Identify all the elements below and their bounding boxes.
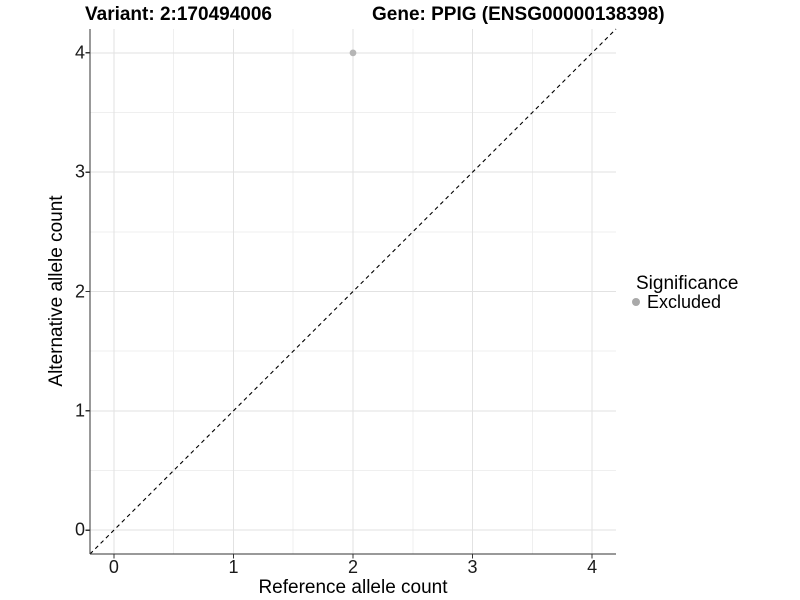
legend-item-label: Excluded [647, 292, 722, 312]
legend-title: Significance [636, 273, 739, 294]
x-axis-title: Reference allele count [258, 577, 448, 598]
plot-title-gene: Gene: PPIG (ENSG00000138398) [372, 4, 665, 25]
y-tick-label: 3 [74, 161, 85, 182]
y-tick-label: 2 [74, 281, 85, 301]
plot-title-variant: Variant: 2:170494006 [85, 4, 272, 25]
data-point [349, 49, 357, 57]
y-tick-label: 4 [74, 42, 85, 63]
x-tick-label: 1 [228, 557, 239, 577]
x-tick-label: 4 [587, 557, 598, 577]
x-tick-label: 0 [108, 557, 119, 577]
x-tick-label: 3 [467, 557, 478, 577]
legend-item-excluded: Excluded [632, 292, 722, 312]
legend: Significance Excluded [632, 273, 796, 311]
legend-key-dot-icon [632, 298, 640, 306]
y-tick-label: 0 [74, 519, 85, 540]
identity-line [89, 28, 617, 555]
x-tick-label: 2 [347, 557, 359, 577]
y-tick-label: 1 [74, 400, 85, 421]
